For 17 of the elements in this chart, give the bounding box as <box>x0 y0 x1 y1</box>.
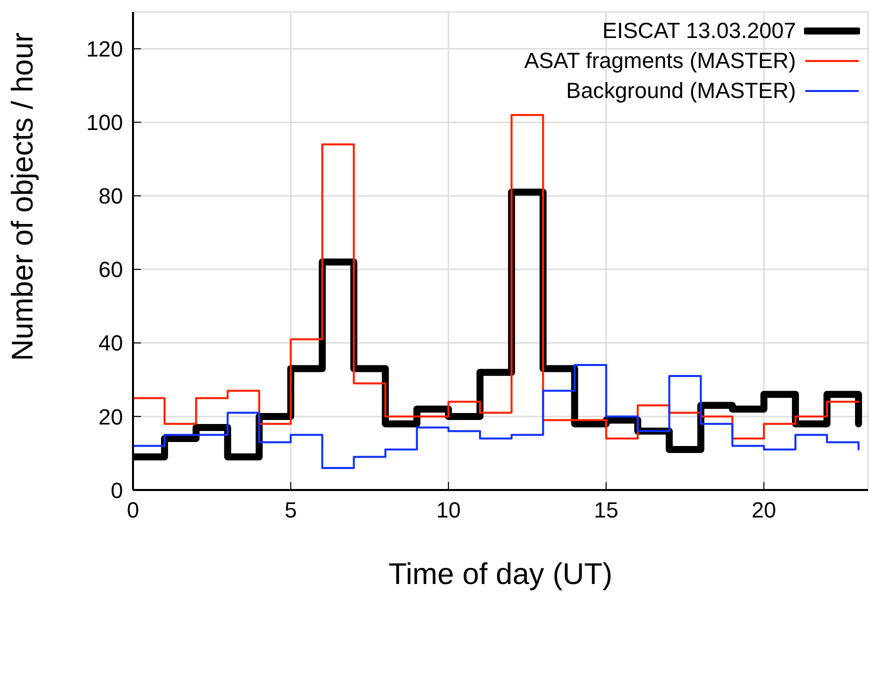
x-tick-label: 20 <box>752 498 776 523</box>
y-tick-label: 0 <box>110 478 123 503</box>
x-axis-title: Time of day (UT) <box>388 558 612 591</box>
x-tick-label: 0 <box>126 498 140 523</box>
y-tick-label: 60 <box>98 257 123 282</box>
y-tick-label: 20 <box>98 404 123 430</box>
y-axis-title: Number of objects / hour <box>6 32 40 361</box>
y-tick-label: 80 <box>98 184 123 209</box>
y-tick-label: 40 <box>98 330 123 356</box>
y-tick-label: 100 <box>86 110 123 136</box>
x-tick-label: 5 <box>284 498 297 523</box>
x-tick-label: 15 <box>594 498 618 523</box>
legend-label: Background (MASTER) <box>566 77 796 105</box>
x-tick-label: 10 <box>436 498 461 523</box>
legend-label: EISCAT 13.03.2007 <box>602 17 796 45</box>
legend-label: ASAT fragments (MASTER) <box>524 47 796 75</box>
y-tick-label: 120 <box>86 36 123 62</box>
